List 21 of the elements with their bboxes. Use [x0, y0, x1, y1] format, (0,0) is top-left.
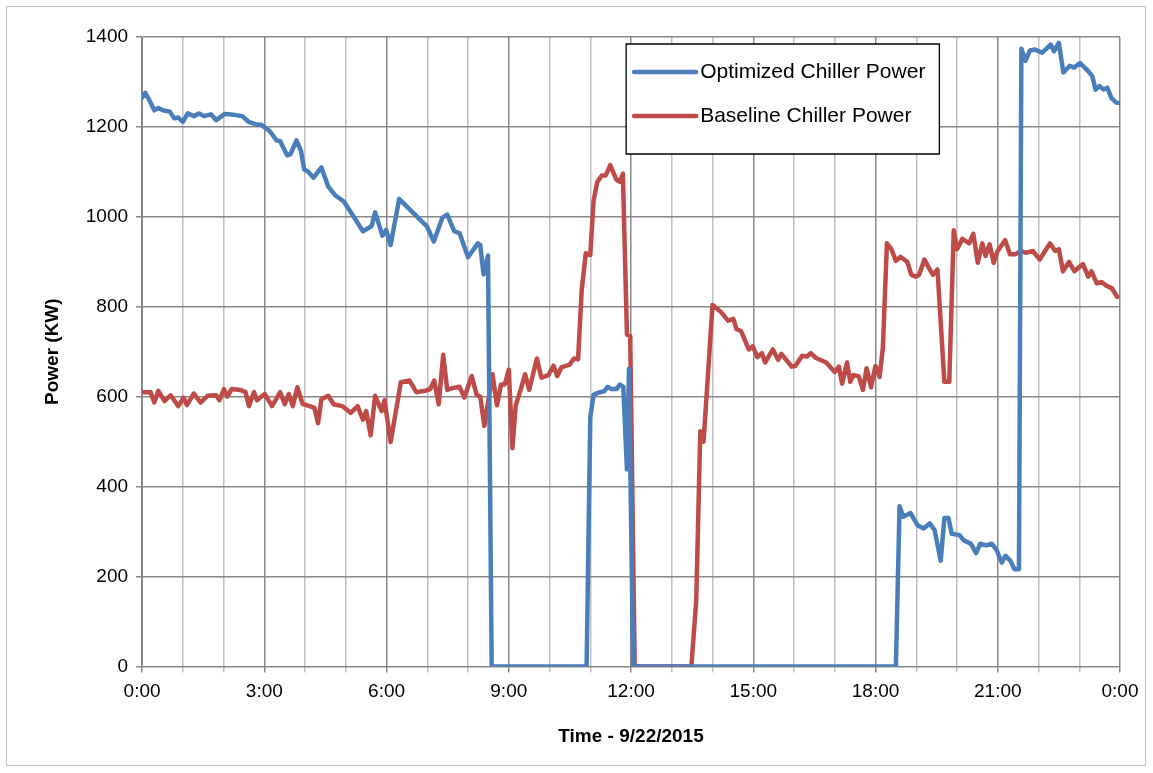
x-tick-label: 3:00 [245, 680, 283, 702]
x-tick-label: 15:00 [729, 680, 778, 702]
legend-label: Optimized Chiller Power [700, 58, 926, 82]
y-tick-label: 800 [96, 294, 129, 316]
x-tick-label: 9:00 [490, 680, 528, 702]
x-tick-label: 0:00 [1101, 680, 1139, 702]
x-tick-label: 18:00 [851, 680, 900, 702]
x-tick-label: 6:00 [368, 680, 406, 702]
y-tick-label: 1000 [85, 205, 129, 227]
x-tick-label: 12:00 [607, 680, 655, 702]
y-tick-label: 1400 [85, 25, 129, 47]
y-tick-label: 200 [96, 564, 129, 586]
y-axis-title: Power (KW) [40, 298, 62, 405]
x-tick-label: 0:00 [123, 680, 161, 702]
y-tick-label: 1200 [85, 115, 129, 137]
legend-label: Baseline Chiller Power [700, 102, 912, 126]
x-tick-label: 21:00 [973, 680, 1022, 702]
y-tick-label: 600 [96, 384, 129, 406]
y-tick-label: 400 [96, 474, 129, 496]
y-tick-label: 0 [117, 654, 129, 676]
x-axis-title: Time - 9/22/2015 [558, 724, 705, 746]
